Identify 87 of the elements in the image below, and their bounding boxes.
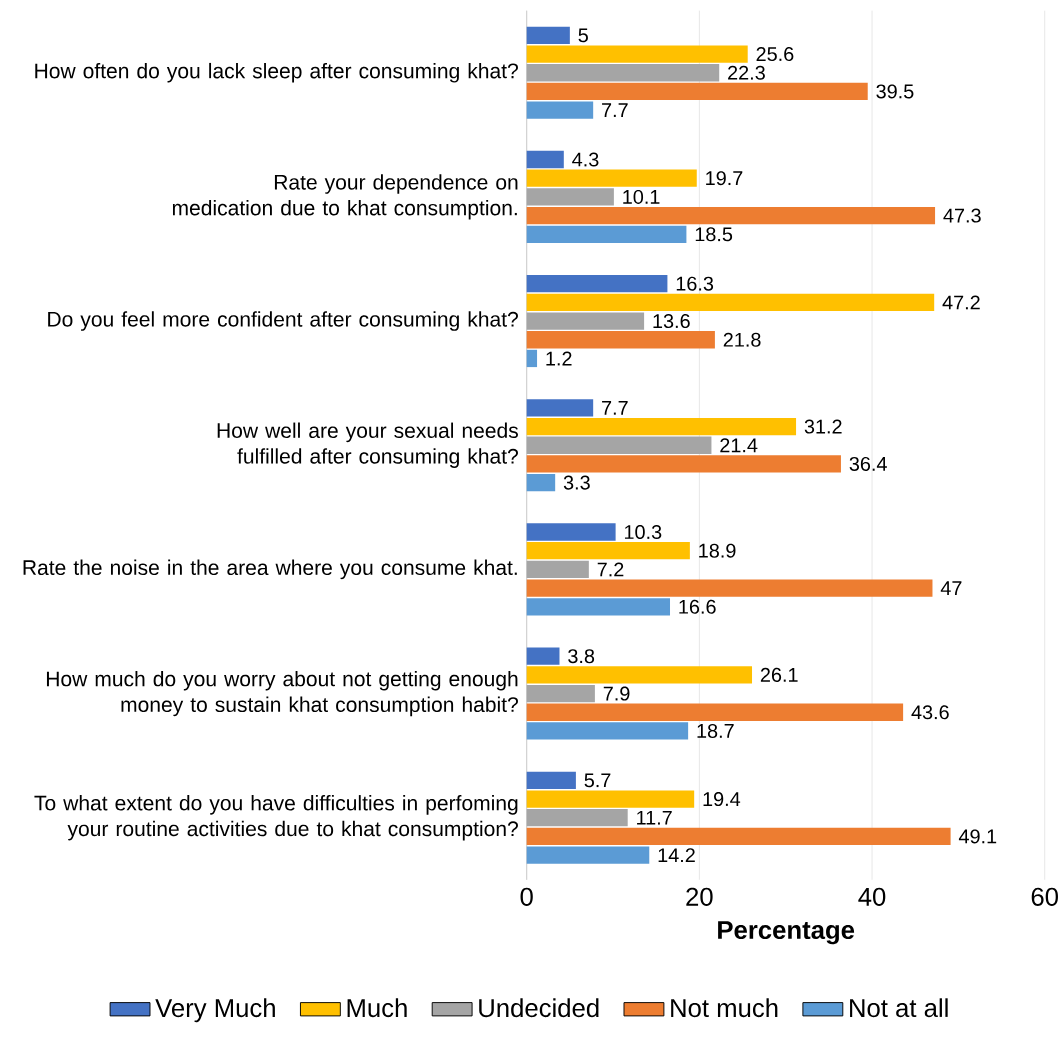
data-label: 36.4 (849, 456, 887, 471)
data-label: 18.9 (699, 543, 736, 558)
data-label: 39.5 (876, 84, 914, 99)
bar (526, 684, 595, 703)
x-tick-label: 60 (1031, 887, 1058, 906)
data-label: 5 (578, 28, 588, 43)
bar (526, 188, 614, 206)
y-tick-label: To what extent do you have difficulties in perfoming your routine activities due to khat consumption? (34, 795, 518, 841)
data-label: 3.3 (563, 475, 590, 490)
data-label: 16.3 (676, 276, 714, 291)
data-label: 47 (940, 581, 962, 595)
data-label: 21.4 (720, 438, 758, 453)
data-label: 43.6 (911, 705, 949, 720)
legend-label: Not at all (850, 998, 948, 1018)
bar (526, 771, 576, 789)
bar (526, 560, 589, 579)
bar (526, 399, 594, 417)
bar (526, 790, 695, 808)
bar (526, 349, 538, 368)
data-label: 22.3 (728, 65, 765, 80)
bar (526, 101, 594, 119)
bar (526, 703, 904, 721)
data-label: 16.6 (679, 599, 716, 614)
data-label: 14.2 (658, 848, 695, 863)
bar (526, 647, 560, 665)
legend-label: Undecided (479, 998, 599, 1018)
bar (526, 45, 748, 63)
bar (526, 436, 712, 454)
data-label: 19.7 (706, 171, 743, 186)
data-label: 19.4 (703, 792, 741, 807)
data-label: 7.9 (603, 686, 630, 701)
legend-label: Not much (671, 998, 778, 1018)
bar (526, 598, 671, 616)
x-tick-label: 40 (858, 887, 886, 906)
bar (526, 64, 720, 82)
data-label: 31.2 (804, 419, 842, 434)
data-label: 11.7 (637, 810, 672, 825)
x-tick-label: 20 (686, 887, 713, 906)
data-label: 49.1 (958, 829, 997, 844)
data-label: 13.6 (653, 314, 690, 329)
y-tick-label: Rate your dependence on medication due to khat consumption. (172, 174, 518, 220)
bar (526, 846, 650, 864)
x-tick-label: 0 (520, 887, 533, 906)
bar (526, 206, 936, 225)
bar (526, 82, 868, 101)
data-label: 26.1 (760, 667, 798, 682)
data-label: 10.3 (624, 524, 662, 540)
data-label: 21.8 (723, 332, 761, 347)
data-label: 10.1 (623, 189, 660, 204)
bar (526, 417, 797, 436)
bar (526, 169, 697, 187)
bar (526, 542, 690, 560)
y-tick-label: Do you feel more confident after consuming khat? (48, 311, 518, 331)
bar (526, 293, 935, 311)
legend-label: Very Much (155, 998, 275, 1023)
data-label: 7.2 (597, 562, 624, 577)
bar (526, 275, 668, 293)
bar (526, 809, 628, 827)
data-label: 18.7 (697, 723, 734, 738)
y-tick-label: How often do you lack sleep after consuming khat? (35, 62, 518, 83)
bar (526, 666, 753, 684)
bar (526, 473, 556, 492)
bar (526, 523, 616, 541)
y-tick-label: How much do you worry about not getting enough money to sustain khat consumption habit? (46, 670, 518, 717)
data-label: 3.8 (568, 649, 595, 664)
bar (526, 331, 715, 349)
bar (526, 26, 570, 44)
bar (526, 150, 564, 169)
data-label: 7.7 (602, 400, 628, 415)
data-label: 7.7 (602, 103, 628, 117)
data-label: 4.3 (572, 152, 599, 167)
data-label: 47.3 (943, 208, 981, 223)
x-axis-title: Percentage (718, 921, 855, 945)
data-label: 18.5 (695, 227, 733, 242)
data-label: 47.2 (942, 295, 980, 310)
y-tick-label: Rate the noise in the area where you consume khat. (23, 559, 517, 580)
data-label: 5.7 (584, 773, 611, 788)
bar (526, 827, 951, 846)
bar (526, 312, 645, 330)
data-label: 25.6 (756, 47, 794, 62)
bar (526, 225, 687, 243)
legend-label: Much (347, 998, 407, 1018)
bar (526, 455, 841, 473)
y-tick-label: How well are your sexual needs fulfilled after consuming khat? (217, 422, 518, 468)
bar (526, 722, 689, 740)
data-label: 1.2 (546, 351, 572, 366)
bar (526, 579, 933, 597)
